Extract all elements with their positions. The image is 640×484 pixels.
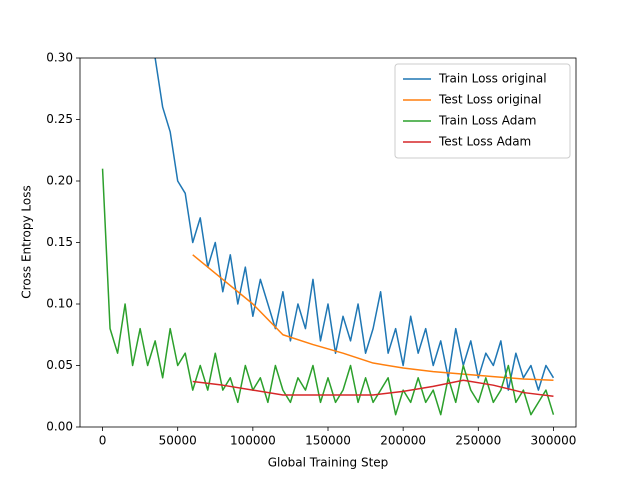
x-tick-label: 250000 [455,434,501,448]
x-axis-label: Global Training Step [268,456,389,470]
series-line [101,168,555,416]
y-tick-label: 0.30 [46,51,73,65]
legend-box [394,63,571,159]
series-line [192,254,554,382]
y-tick-label: 0.10 [46,297,73,311]
x-tick-label: 150000 [305,434,351,448]
y-tick-label: 0.20 [46,174,73,188]
x-tick-label: 0 [99,434,107,448]
plot-area [101,58,555,416]
series-line [192,379,554,397]
y-tick-label: 0.00 [46,420,73,434]
x-tick-label: 50000 [159,434,197,448]
legend-label: Train Loss original [438,72,547,86]
y-tick-label: 0.15 [46,235,73,249]
legend-label: Train Loss Adam [438,114,536,128]
y-axis-label: Cross Entropy Loss [20,185,34,298]
legend-label: Test Loss Adam [438,135,531,149]
x-tick-label: 300000 [531,434,577,448]
x-tick-label: 100000 [230,434,276,448]
plot-frame [79,57,577,428]
x-tick-label: 200000 [380,434,426,448]
y-tick-label: 0.05 [46,358,73,372]
series-line [154,58,555,391]
y-tick-label: 0.25 [46,112,73,126]
legend-label: Test Loss original [438,93,541,107]
